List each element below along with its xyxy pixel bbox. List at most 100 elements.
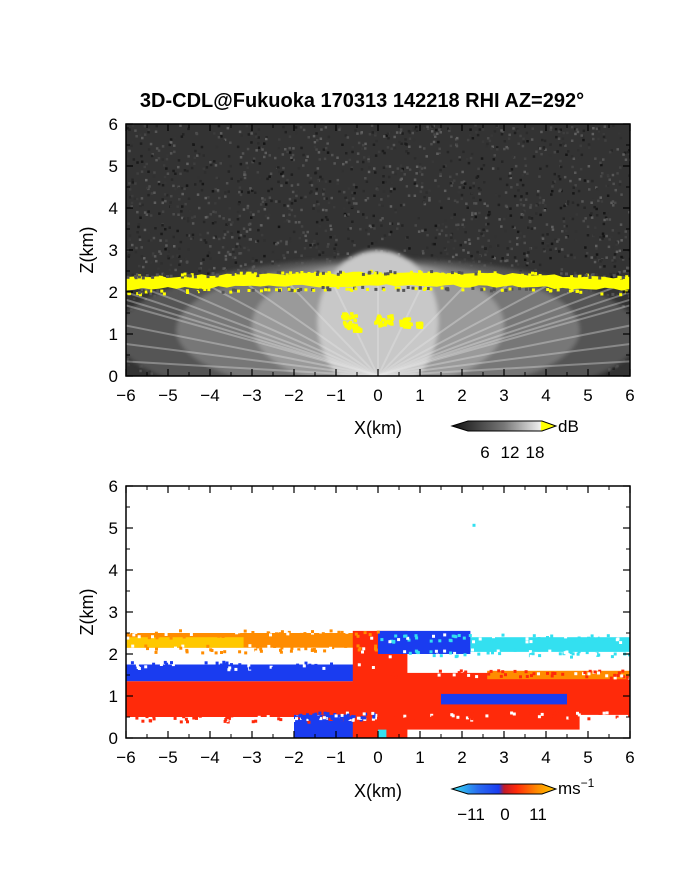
noise-speck — [512, 156, 516, 159]
velocity-speck — [164, 633, 168, 636]
noise-speck — [321, 208, 325, 212]
noise-speck — [441, 223, 445, 226]
yellow-echo-speck — [407, 324, 412, 329]
noise-speck — [543, 249, 546, 253]
noise-speck — [201, 182, 205, 186]
layer-edge-speck — [193, 275, 197, 279]
noise-speck — [165, 244, 168, 247]
noise-speck — [221, 246, 225, 249]
noise-speck — [529, 203, 533, 207]
noise-speck — [245, 230, 249, 233]
noise-speck — [451, 255, 455, 259]
noise-speck — [132, 297, 136, 301]
layer-edge-speck — [354, 287, 358, 291]
noise-speck — [483, 181, 486, 184]
beam-line — [377, 285, 423, 376]
noise-speck — [555, 135, 558, 139]
velocity-speck — [134, 630, 138, 634]
velocity-speck — [307, 720, 311, 724]
velocity-speck — [528, 714, 532, 718]
noise-speck — [487, 213, 490, 217]
noise-speck — [348, 201, 351, 205]
noise-speck — [627, 295, 630, 298]
noise-speck — [310, 184, 314, 187]
layer-edge-speck — [169, 274, 173, 278]
velocity-speck — [279, 718, 283, 722]
noise-speck — [186, 219, 190, 223]
noise-speck — [505, 183, 509, 187]
noise-speck — [256, 239, 260, 243]
figure-title: 3D-CDL@Fukuoka 170313 142218 RHI AZ=292° — [140, 90, 584, 112]
noise-speck — [544, 204, 547, 207]
noise-speck — [478, 229, 481, 232]
velocity-speck — [342, 633, 346, 636]
noise-speck — [155, 124, 158, 128]
noise-speck — [160, 262, 163, 265]
noise-speck — [154, 227, 157, 230]
velocity-speck — [225, 716, 229, 719]
velocity-speck — [295, 717, 298, 721]
noise-speck — [344, 196, 347, 200]
noise-speck — [263, 239, 266, 242]
noise-speck — [605, 234, 608, 238]
layer-edge-speck — [312, 288, 316, 292]
velocity-speck — [619, 641, 623, 644]
noise-speck — [347, 187, 351, 190]
velocity-speck — [613, 673, 617, 677]
layer-edge-speck — [231, 272, 235, 276]
velocity-speck — [489, 669, 493, 673]
noise-speck — [437, 258, 440, 262]
noise-speck — [509, 174, 512, 177]
noise-speck — [261, 148, 264, 151]
reflectivity-beams — [126, 284, 630, 376]
velocity-speck — [417, 674, 420, 678]
noise-speck — [147, 231, 151, 234]
noise-speck — [602, 133, 605, 136]
velocity-speck — [139, 713, 143, 717]
noise-speck — [474, 212, 477, 215]
noise-speck — [444, 219, 447, 222]
noise-speck — [449, 144, 453, 148]
velocity-x-tick-label: −2 — [284, 748, 303, 767]
layer-edge-speck — [584, 290, 588, 293]
velocity-speck — [368, 633, 372, 637]
noise-speck — [206, 254, 210, 258]
reflectivity-colorbar: dB 6 12 18 — [450, 417, 579, 462]
layer-edge-speck — [248, 271, 252, 275]
noise-speck — [286, 204, 290, 208]
noise-speck — [462, 150, 465, 154]
velocity-speck — [214, 651, 218, 655]
noise-speck — [263, 198, 267, 201]
noise-speck — [495, 146, 499, 149]
layer-edge-speck — [457, 271, 461, 274]
noise-speck — [601, 237, 604, 240]
noise-speck — [445, 225, 448, 229]
noise-speck — [179, 124, 182, 127]
velocity-speck — [436, 653, 439, 657]
velocity-speck — [429, 639, 433, 643]
noise-speck — [368, 133, 372, 136]
noise-speck — [505, 205, 509, 209]
noise-speck — [260, 260, 263, 264]
noise-speck — [169, 138, 173, 141]
velocity-colorbar-unit: ms−1 — [558, 776, 595, 798]
noise-speck — [128, 128, 131, 131]
noise-speck — [190, 166, 194, 170]
noise-speck — [239, 193, 243, 197]
reflectivity-y-tick-label: 5 — [109, 157, 118, 176]
layer-edge-speck — [162, 292, 166, 296]
yellow-echo-speck — [344, 316, 348, 321]
noise-speck — [526, 140, 529, 143]
noise-speck — [408, 247, 411, 250]
noise-speck — [131, 273, 134, 277]
noise-speck — [582, 219, 585, 223]
noise-speck — [549, 143, 552, 146]
noise-speck — [139, 142, 143, 145]
reflectivity-colorbar-bar — [450, 420, 558, 432]
noise-speck — [178, 247, 181, 250]
velocity-speck — [463, 653, 467, 657]
noise-speck — [329, 236, 332, 239]
noise-speck — [534, 246, 538, 249]
noise-speck — [515, 259, 518, 263]
noise-speck — [423, 195, 426, 199]
